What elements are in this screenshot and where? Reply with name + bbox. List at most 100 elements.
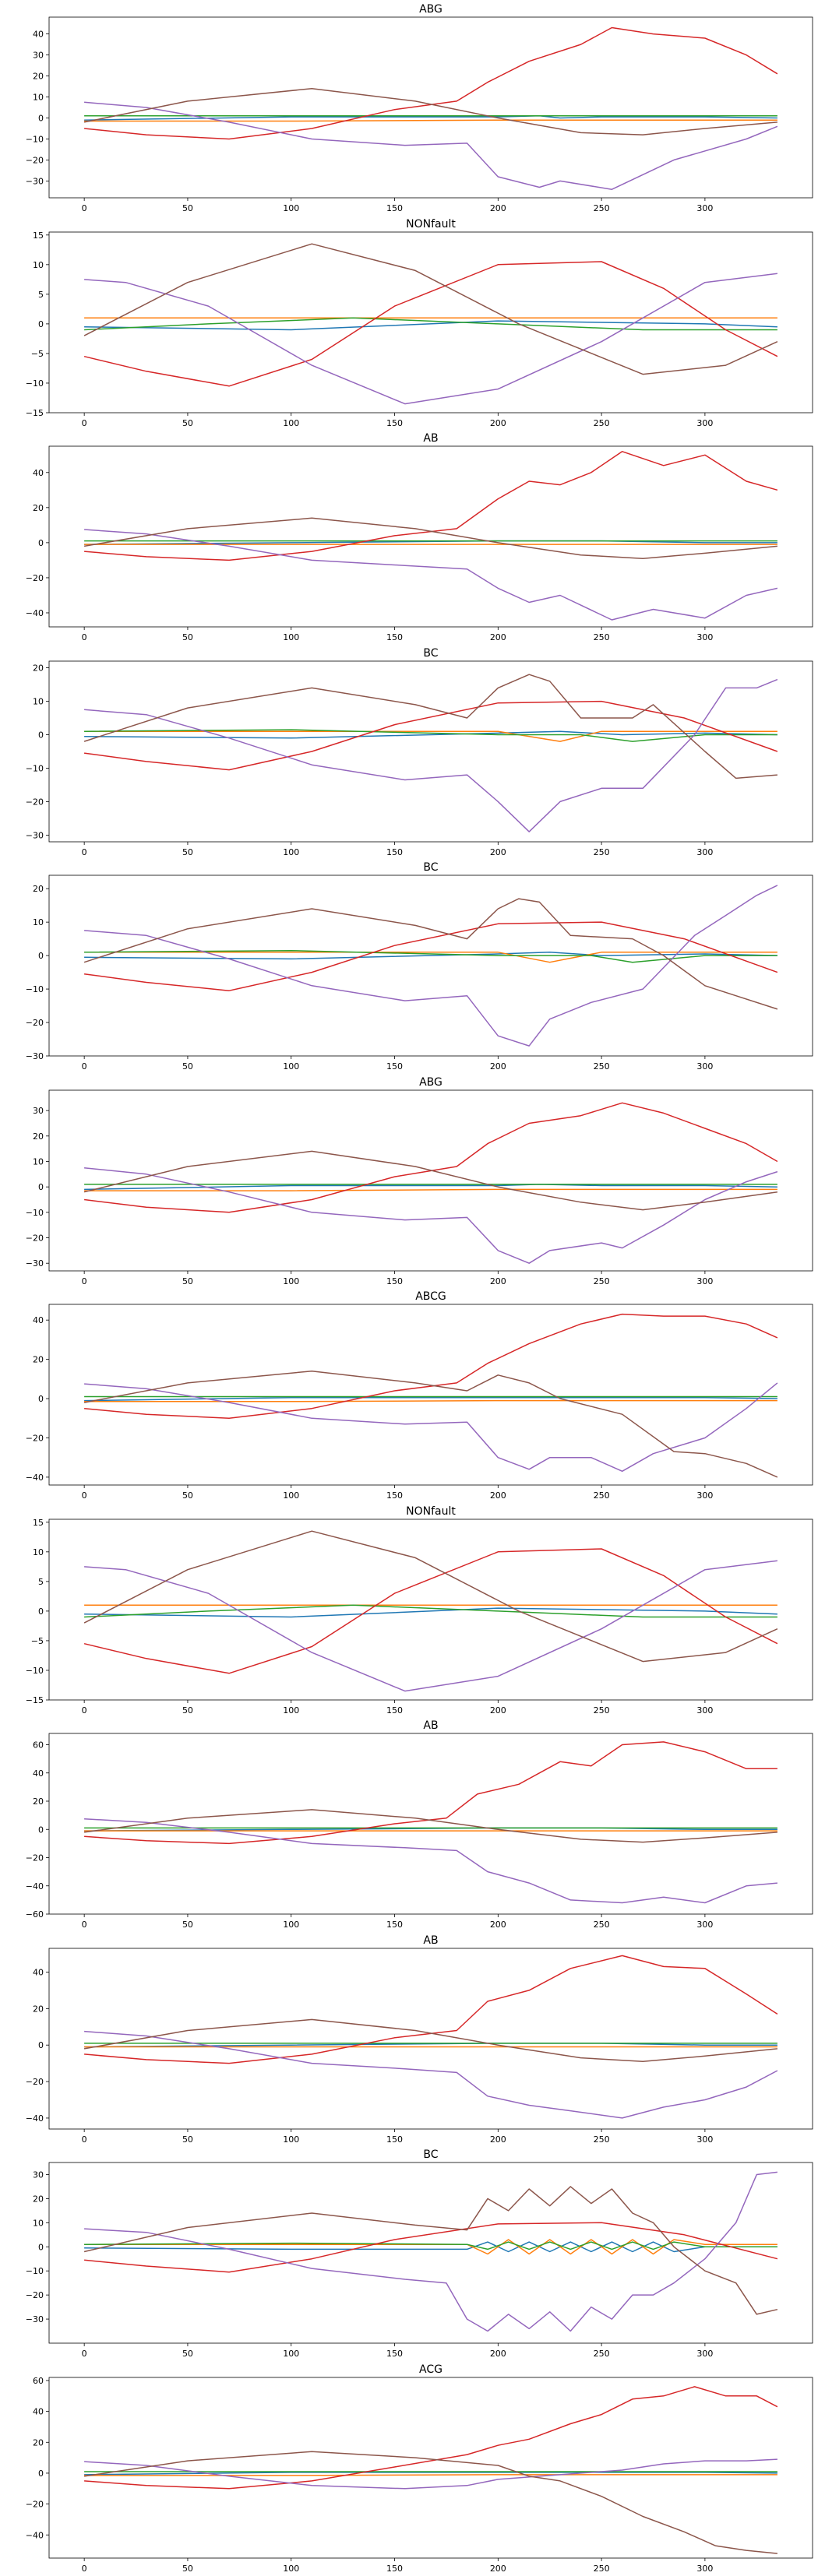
subplot-title: ACG [419,2363,442,2376]
subplot-1: ABG 0 50 100 150 200 250 300 −30 −20 −10 0 10 20 30 40 [26,3,813,213]
x-tick-label: 300 [696,632,713,642]
axes-frame [48,445,813,628]
series-line-green [84,317,777,331]
x-tick-label: 50 [182,632,193,642]
subplot-10: AB 0 50 100 150 200 250 300 −40 −20 0 20 40 [26,1934,813,2145]
x-tick-label: 0 [82,1705,87,1716]
x-tick-label: 0 [82,632,87,642]
y-tick-label: −20 [26,1018,44,1028]
y-tick-label: 10 [33,697,44,707]
series-line-red [84,26,778,140]
x-tick-label: 300 [696,1061,713,1072]
x-tick-label: 50 [182,847,193,857]
subplot-title: AB [423,432,438,445]
series-line-brown [83,1150,778,1211]
x-tick-label: 200 [490,2349,506,2359]
x-tick-label: 150 [386,1276,403,1286]
y-tick-label: 10 [33,93,44,103]
x-tick-label: 0 [82,1490,87,1501]
x-tick-label: 50 [182,1705,193,1716]
y-tick-label: 0 [38,2040,44,2050]
y-tick-label: 40 [33,1967,44,1977]
x-tick-label: 150 [386,2564,403,2574]
y-tick-label: 10 [33,2218,44,2228]
x-tick-label: 200 [490,1061,506,1072]
y-tick-label: −20 [26,1233,44,1244]
series-line-blue [84,115,777,121]
series-line-purple [84,2458,777,2490]
x-tick-label: 250 [594,1276,610,1286]
y-tick-label: 60 [33,2376,44,2386]
x-tick-label: 100 [283,632,299,642]
series-line-orange [84,2474,777,2476]
x-tick-label: 250 [594,632,610,642]
x-tick-label: 100 [283,418,299,428]
x-tick-label: 300 [696,418,713,428]
y-tick-label: −30 [26,2314,44,2324]
y-tick-label: −5 [31,349,44,359]
y-tick-label: −15 [26,1695,44,1705]
y-tick-label: 30 [33,2170,44,2180]
x-tick-label: 0 [82,2349,87,2359]
subplot-11: BC 0 50 100 150 200 250 300 −30 −20 −10 0 10 20 30 [26,2148,813,2359]
subplot-12: ACG 0 50 100 150 200 250 300 −40 −20 0 20 40 60 [26,2363,813,2574]
x-tick-label: 250 [594,847,610,857]
x-tick-label: 300 [696,2134,713,2145]
x-tick-label: 250 [594,1705,610,1716]
axes-frame [48,875,813,1057]
y-tick-label: 0 [38,1606,44,1617]
y-tick-label: 30 [33,51,44,61]
y-tick-label: −10 [26,1666,44,1676]
x-tick-label: 50 [182,1920,193,1930]
series-line-orange [84,119,777,122]
y-tick-label: 0 [38,951,44,961]
x-tick-label: 150 [386,847,403,857]
series-line-red [84,2222,778,2273]
x-tick-label: 50 [182,2134,193,2145]
y-tick-label: −20 [26,797,44,807]
subplot-5: BC 0 50 100 150 200 250 300 −30 −20 −10 0 10 20 [26,861,813,1072]
x-tick-label: 300 [696,2349,713,2359]
axes-frame [48,2377,813,2559]
y-tick-label: 40 [33,2407,44,2417]
x-tick-label: 300 [696,2564,713,2574]
series-line-purple [84,2030,778,2119]
series-line-red [84,1102,778,1213]
x-tick-label: 100 [283,1920,299,1930]
x-tick-label: 0 [82,847,87,857]
series-line-green [84,949,777,963]
y-tick-label: 30 [33,1106,44,1116]
x-tick-label: 300 [696,1276,713,1286]
series-line-brown [83,243,778,375]
series-line-red [84,451,778,561]
y-tick-label: −20 [26,155,44,165]
series-line-purple [84,273,777,405]
series-line-blue [84,730,777,739]
x-tick-label: 250 [594,1490,610,1501]
series-line-brown [83,1809,777,1843]
series-line-brown [83,1530,778,1663]
y-tick-label: 40 [33,1768,44,1779]
y-tick-label: 20 [33,1355,44,1365]
series-line-green [84,729,777,742]
x-tick-label: 50 [182,2564,193,2574]
series-line-red [84,2386,778,2490]
subplot-title: ABCG [415,1290,446,1303]
y-tick-label: −40 [26,1881,44,1892]
x-tick-label: 0 [82,1276,87,1286]
x-tick-label: 200 [490,847,506,857]
x-tick-label: 100 [283,1061,299,1072]
subplot-4: BC 0 50 100 150 200 250 300 −30 −20 −10 0 10 20 [26,647,813,857]
x-tick-label: 100 [283,847,299,857]
x-tick-label: 150 [386,632,403,642]
x-tick-label: 200 [490,1920,506,1930]
subplot-title: BC [423,861,438,874]
x-tick-label: 250 [594,2134,610,2145]
x-tick-label: 50 [182,1061,193,1072]
series-line-red [84,1955,778,2064]
y-tick-label: −60 [26,1909,44,1920]
axes-frame [48,2162,813,2344]
x-tick-label: 200 [490,1276,506,1286]
axes-frame [48,1519,813,1701]
